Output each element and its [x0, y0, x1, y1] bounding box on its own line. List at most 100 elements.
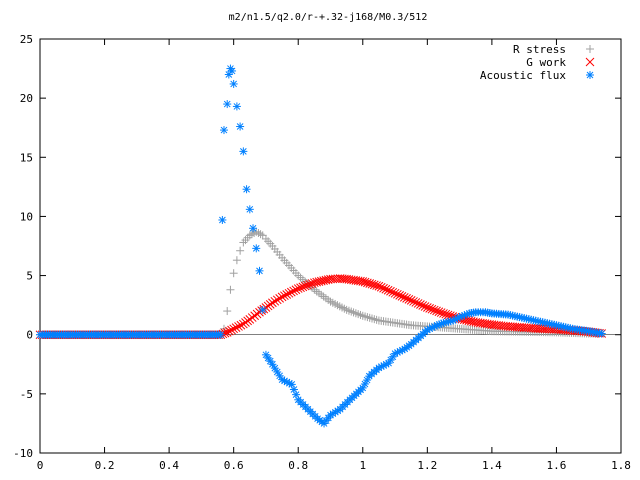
data-point	[258, 231, 267, 240]
data-point	[429, 305, 439, 315]
data-point	[434, 307, 444, 317]
y-tick-label: 10	[20, 210, 33, 223]
data-point	[229, 79, 238, 88]
legend-marker	[586, 71, 594, 79]
data-point	[223, 100, 232, 109]
data-point	[225, 326, 234, 336]
data-point	[231, 323, 241, 332]
data-point	[386, 286, 395, 296]
data-point	[255, 266, 264, 275]
legend-label: R stress	[513, 43, 566, 56]
chart-title: m2/n1.5/q2.0/r-+.32-j168/M0.3/512	[229, 12, 428, 23]
data-point	[236, 320, 246, 330]
data-point	[303, 280, 312, 290]
data-point	[395, 290, 405, 300]
legend-entry: R stress	[513, 43, 594, 56]
data-point	[432, 306, 441, 316]
data-point	[291, 285, 301, 295]
data-point	[268, 298, 277, 308]
x-tick-label: 1.8	[611, 459, 631, 472]
data-point	[286, 287, 296, 297]
data-point	[219, 126, 228, 135]
data-point	[229, 324, 239, 334]
x-tick-label: 0.6	[224, 459, 244, 472]
data-point	[383, 285, 393, 295]
data-point	[409, 297, 418, 306]
data-point	[379, 283, 388, 293]
data-point	[296, 283, 305, 293]
data-point	[282, 290, 292, 299]
y-tick-label: -5	[20, 388, 33, 401]
series-g-work	[35, 274, 606, 340]
data-point	[258, 305, 267, 314]
x-tick-label: 0	[37, 459, 44, 472]
data-point	[227, 325, 236, 335]
data-point	[439, 309, 448, 318]
legend-marker	[586, 45, 594, 53]
data-point	[223, 307, 232, 316]
data-point	[333, 274, 343, 284]
data-point	[390, 288, 400, 298]
data-point	[416, 300, 425, 309]
data-point	[397, 292, 407, 301]
x-tick-label: 0.2	[95, 459, 115, 472]
data-point	[247, 230, 256, 239]
data-point	[298, 282, 308, 292]
data-point	[376, 282, 386, 292]
data-point	[234, 322, 243, 331]
data-point	[232, 256, 241, 265]
data-point	[422, 303, 432, 312]
data-point	[249, 224, 258, 233]
data-point	[252, 244, 261, 253]
data-point	[597, 329, 606, 338]
data-point	[388, 287, 398, 297]
legend-entry: Acoustic flux	[480, 69, 594, 82]
data-point	[275, 293, 285, 303]
x-tick-label: 0.4	[159, 459, 179, 472]
data-point	[229, 269, 238, 278]
legend-label: Acoustic flux	[480, 69, 566, 82]
data-point	[242, 185, 251, 194]
data-point	[372, 281, 381, 290]
x-tick-label: 0.8	[288, 459, 308, 472]
data-point	[406, 296, 416, 305]
data-point	[402, 294, 411, 303]
data-point	[393, 289, 402, 299]
data-point	[228, 66, 237, 75]
data-point	[381, 284, 391, 294]
plot-frame	[39, 38, 622, 454]
data-point	[239, 147, 248, 156]
data-point	[245, 205, 254, 214]
data-point	[277, 292, 287, 302]
legend-label: G work	[526, 56, 566, 69]
data-point	[411, 298, 421, 307]
x-axis: 0 0.2 0.4 0.6 0.8 1 1.2 1.4 1.6 1.8	[37, 39, 631, 472]
data-point	[218, 215, 227, 224]
data-point	[386, 355, 395, 364]
y-tick-label: 20	[20, 92, 33, 105]
data-point	[289, 286, 298, 296]
data-point	[252, 227, 261, 236]
y-tick-label: 0	[26, 329, 33, 342]
data-point	[413, 299, 423, 308]
data-point	[425, 303, 434, 313]
x-tick-label: 1.6	[547, 459, 567, 472]
y-tick-label: 5	[26, 270, 33, 283]
x-tick-label: 1	[359, 459, 366, 472]
data-point	[305, 280, 315, 289]
data-point	[427, 304, 437, 314]
data-point	[216, 330, 225, 339]
data-point	[256, 230, 265, 239]
y-tick-label: 25	[20, 33, 33, 46]
data-point	[226, 285, 235, 294]
y-axis: -10 -5 0 5 10 15 20 25	[13, 33, 621, 460]
y-tick-label: -10	[13, 447, 33, 460]
data-point	[293, 284, 303, 293]
data-point	[254, 228, 263, 237]
data-point	[232, 102, 241, 111]
legend-entry: G work	[526, 56, 595, 69]
legend-marker	[585, 57, 595, 67]
data-point	[284, 288, 294, 298]
